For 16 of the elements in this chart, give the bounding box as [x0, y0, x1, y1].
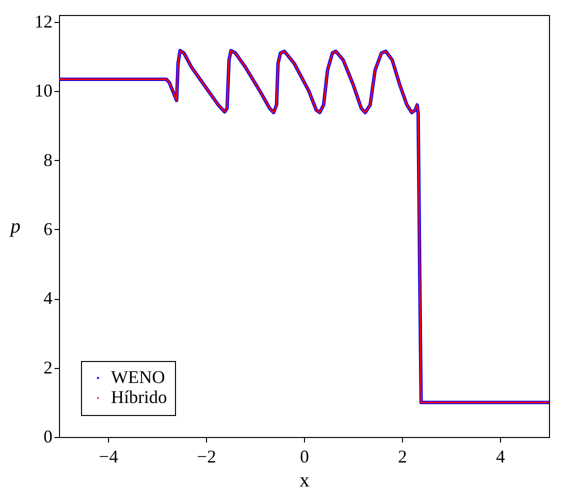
x-axis-title: x: [300, 470, 310, 492]
x-tick-label: 2: [398, 446, 407, 466]
y-tick-label: 8: [44, 150, 52, 170]
y-tick-label: 12: [34, 11, 52, 32]
x-tick-label: 0: [300, 446, 309, 466]
x-tick-label: −2: [196, 446, 216, 466]
y-axis-title: p: [8, 216, 20, 238]
y-tick-label: 2: [44, 357, 52, 378]
y-tick-label: 6: [44, 218, 52, 239]
y-tick-label: 10: [34, 80, 52, 101]
legend-label: WENO: [111, 367, 165, 387]
x-tick-label: −4: [98, 446, 118, 466]
x-tick-label: 4: [496, 446, 505, 466]
y-tick-label: 0: [44, 426, 52, 446]
legend-label: Híbrido: [111, 387, 167, 407]
y-tick-label: 4: [44, 288, 52, 308]
